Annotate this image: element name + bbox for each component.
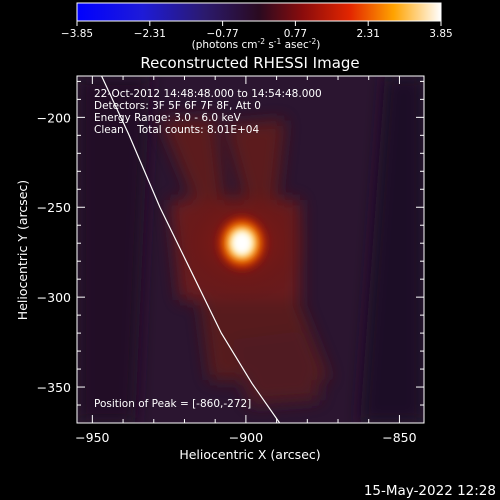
annotation-total-counts: Clean Total counts: 8.01E+04 bbox=[94, 124, 259, 136]
y-axis: −200 −250 −300 −350 bbox=[37, 80, 424, 406]
x-tick-label: −900 bbox=[229, 430, 263, 445]
y-tick-label: −200 bbox=[37, 110, 71, 125]
x-tick-label: −850 bbox=[382, 430, 416, 445]
heatmap-image bbox=[77, 76, 424, 423]
plot-frame bbox=[76, 75, 425, 424]
annotation-energy-range: Energy Range: 3.0 - 6.0 keV bbox=[94, 112, 242, 124]
colorbar-ticks: −3.85 −2.31 −0.77 0.77 2.31 3.85 bbox=[61, 21, 453, 40]
chart-title: Reconstructed RHESSI Image bbox=[140, 54, 359, 72]
colorbar-tick-label: −3.85 bbox=[61, 28, 93, 40]
peak-position-label: Position of Peak = [-860,-272] bbox=[94, 398, 251, 410]
colorbar-tick-label: −0.77 bbox=[207, 28, 239, 40]
colorbar bbox=[76, 2, 442, 22]
annotation-time-range: 22-Oct-2012 14:48:48.000 to 14:54:48.000 bbox=[94, 88, 322, 100]
x-axis-label: Heliocentric X (arcsec) bbox=[179, 447, 320, 462]
footer-date: 15-May-2022 12:28 bbox=[364, 483, 496, 499]
y-axis-label: Heliocentric Y (arcsec) bbox=[15, 180, 30, 320]
colorbar-tick-label: 3.85 bbox=[429, 28, 452, 40]
colorbar-unit-label: (photons cm-2 s-1 asec-2) bbox=[192, 37, 321, 52]
colorbar-tick-label: −2.31 bbox=[134, 28, 166, 40]
y-tick-label: −350 bbox=[37, 380, 71, 395]
annotation-detectors: Detectors: 3F 5F 6F 7F 8F, Att 0 bbox=[94, 100, 261, 112]
colorbar-tick-label: 0.77 bbox=[284, 28, 307, 40]
y-tick-label: −300 bbox=[37, 290, 71, 305]
x-axis: −950−900−850−800 bbox=[75, 76, 417, 445]
x-tick-label: −950 bbox=[75, 430, 109, 445]
image-annotations: 22-Oct-2012 14:48:48.000 to 14:54:48.000… bbox=[94, 88, 322, 410]
y-tick-label: −250 bbox=[37, 200, 71, 215]
solar-limb-curve bbox=[101, 76, 281, 423]
colorbar-tick-label: 2.31 bbox=[357, 28, 380, 40]
